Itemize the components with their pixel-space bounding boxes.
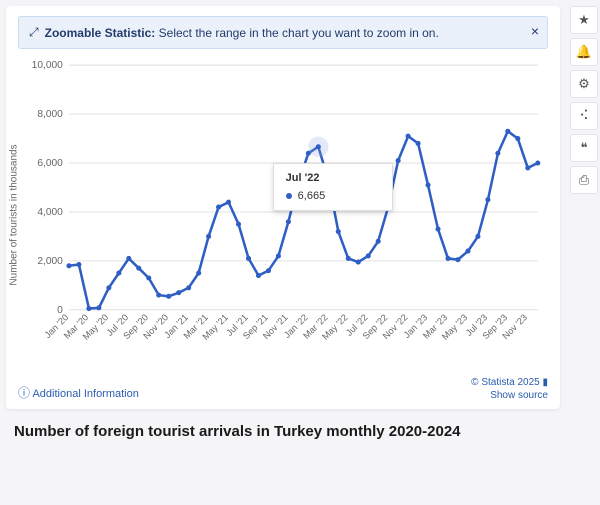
- chart-tooltip: Jul '22 6,665: [273, 163, 393, 211]
- share-button[interactable]: ⠪: [570, 102, 598, 130]
- below-section: Number of foreign tourist arrivals in Tu…: [14, 423, 552, 440]
- print-button[interactable]: ⎙: [570, 166, 598, 194]
- side-actions: ★ 🔔 ⚙ ⠪ ❝ ⎙: [566, 0, 600, 440]
- page-title: Number of foreign tourist arrivals in Tu…: [14, 423, 552, 440]
- svg-text:8,000: 8,000: [37, 109, 63, 120]
- notify-button[interactable]: 🔔: [570, 38, 598, 66]
- zoom-icon: ⤢: [29, 25, 39, 40]
- line-chart-svg: 02,0004,0006,0008,00010,000Jan '20Mar '2…: [18, 55, 548, 381]
- tooltip-swatch: [286, 193, 292, 199]
- svg-text:10,000: 10,000: [32, 60, 63, 71]
- favorite-button[interactable]: ★: [570, 6, 598, 34]
- banner-close-button[interactable]: ×: [531, 23, 539, 39]
- chart-card: ⤢ Zoomable Statistic: Select the range i…: [6, 6, 560, 409]
- tooltip-label: Jul '22: [286, 172, 380, 184]
- svg-text:4,000: 4,000: [37, 207, 63, 218]
- show-source-link[interactable]: Show source: [471, 390, 548, 401]
- additional-info-link[interactable]: ⓘ Additional Information: [18, 384, 139, 401]
- banner-bold: Zoomable Statistic:: [45, 26, 156, 40]
- svg-text:6,000: 6,000: [37, 158, 63, 169]
- settings-button[interactable]: ⚙: [570, 70, 598, 98]
- tooltip-value: 6,665: [298, 190, 326, 202]
- additional-info-label: Additional Information: [32, 388, 138, 400]
- svg-text:2,000: 2,000: [37, 256, 63, 267]
- chart-area[interactable]: Number of tourists in thousands 02,0004,…: [18, 55, 548, 375]
- zoom-banner: ⤢ Zoomable Statistic: Select the range i…: [18, 16, 548, 49]
- banner-text: Select the range in the chart you want t…: [159, 26, 439, 40]
- cite-button[interactable]: ❝: [570, 134, 598, 162]
- info-icon: ⓘ: [18, 386, 30, 400]
